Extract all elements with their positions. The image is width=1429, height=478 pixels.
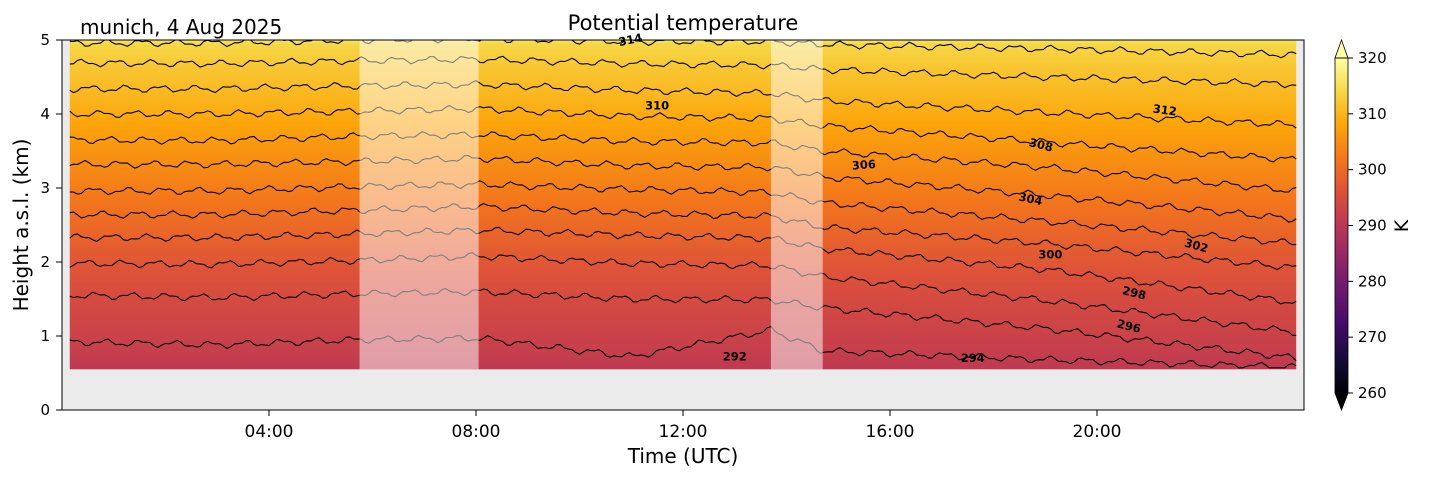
y-axis: 0 1 2 3 4 5 [40, 31, 62, 419]
contour-296 [69, 251, 1297, 336]
colorbar-ticks: 260 270 280 290 300 310 320 [1348, 49, 1387, 402]
x-tick-label: 04:00 [245, 422, 294, 442]
contour-label-312: 312 [1152, 101, 1178, 118]
contour-label-292: 292 [723, 349, 747, 363]
contour-308 [69, 104, 1297, 163]
colorbar-tick-label: 270 [1358, 328, 1387, 346]
contour-312 [69, 55, 1297, 89]
x-tick-label: 12:00 [659, 422, 708, 442]
chart-title: Potential temperature [568, 11, 799, 35]
masked-periods [359, 40, 823, 370]
contour-306 [69, 130, 1297, 193]
colorbar-tick-label: 310 [1358, 105, 1387, 123]
contour-294 [69, 287, 1297, 362]
colorbar-tick-label: 260 [1358, 384, 1387, 402]
contour-label-300: 300 [1038, 247, 1062, 261]
x-tick-label: 08:00 [452, 422, 501, 442]
y-tick-label: 3 [40, 179, 50, 197]
contour-label-298: 298 [1121, 283, 1148, 302]
y-tick-label: 5 [40, 31, 50, 49]
x-axis: 04:00 08:00 12:00 16:00 20:00 [245, 410, 1122, 442]
contour-label-304: 304 [1017, 190, 1043, 209]
x-axis-title: Time (UTC) [627, 444, 739, 468]
colorbar-tick-label: 280 [1358, 272, 1387, 290]
y-tick-label: 2 [40, 253, 50, 271]
contour-label-302: 302 [1183, 236, 1210, 256]
contour-label-296: 296 [1116, 317, 1143, 336]
contour-label-306: 306 [851, 157, 876, 173]
masked-period-1 [359, 40, 479, 370]
y-tick-label: 4 [40, 105, 50, 123]
contour-lines [69, 40, 1297, 369]
theta-field [69, 40, 1297, 370]
colorbar-tick-label: 320 [1358, 49, 1387, 67]
contour-label-294: 294 [961, 351, 985, 365]
colorbar-extend-min [1334, 392, 1349, 412]
contour-label-310: 310 [645, 99, 669, 113]
y-tick-label: 1 [40, 327, 50, 345]
contour-292 [69, 326, 1297, 369]
colorbar-label: K [1391, 219, 1413, 232]
colorbar: 260 270 280 290 300 310 320 K [1334, 38, 1413, 412]
colorbar-extend-max [1334, 38, 1349, 59]
location-date-label: munich, 4 Aug 2025 [80, 15, 282, 39]
y-axis-title: Height a.s.l. (km) [9, 139, 33, 312]
colorbar-ramp [1335, 58, 1348, 393]
contour-298 [69, 226, 1297, 305]
y-tick-label: 0 [40, 401, 50, 419]
contour-302 [69, 180, 1297, 246]
contour-304 [69, 155, 1297, 223]
contour-310 [69, 79, 1297, 129]
theta-field-area [69, 40, 1297, 370]
contour-label-308: 308 [1028, 135, 1055, 154]
x-tick-label: 16:00 [866, 422, 915, 442]
masked-period-2 [770, 40, 823, 370]
colorbar-tick-label: 300 [1358, 161, 1387, 179]
contour-300 [69, 202, 1297, 271]
colorbar-tick-label: 290 [1358, 217, 1387, 235]
x-tick-label: 20:00 [1073, 422, 1122, 442]
